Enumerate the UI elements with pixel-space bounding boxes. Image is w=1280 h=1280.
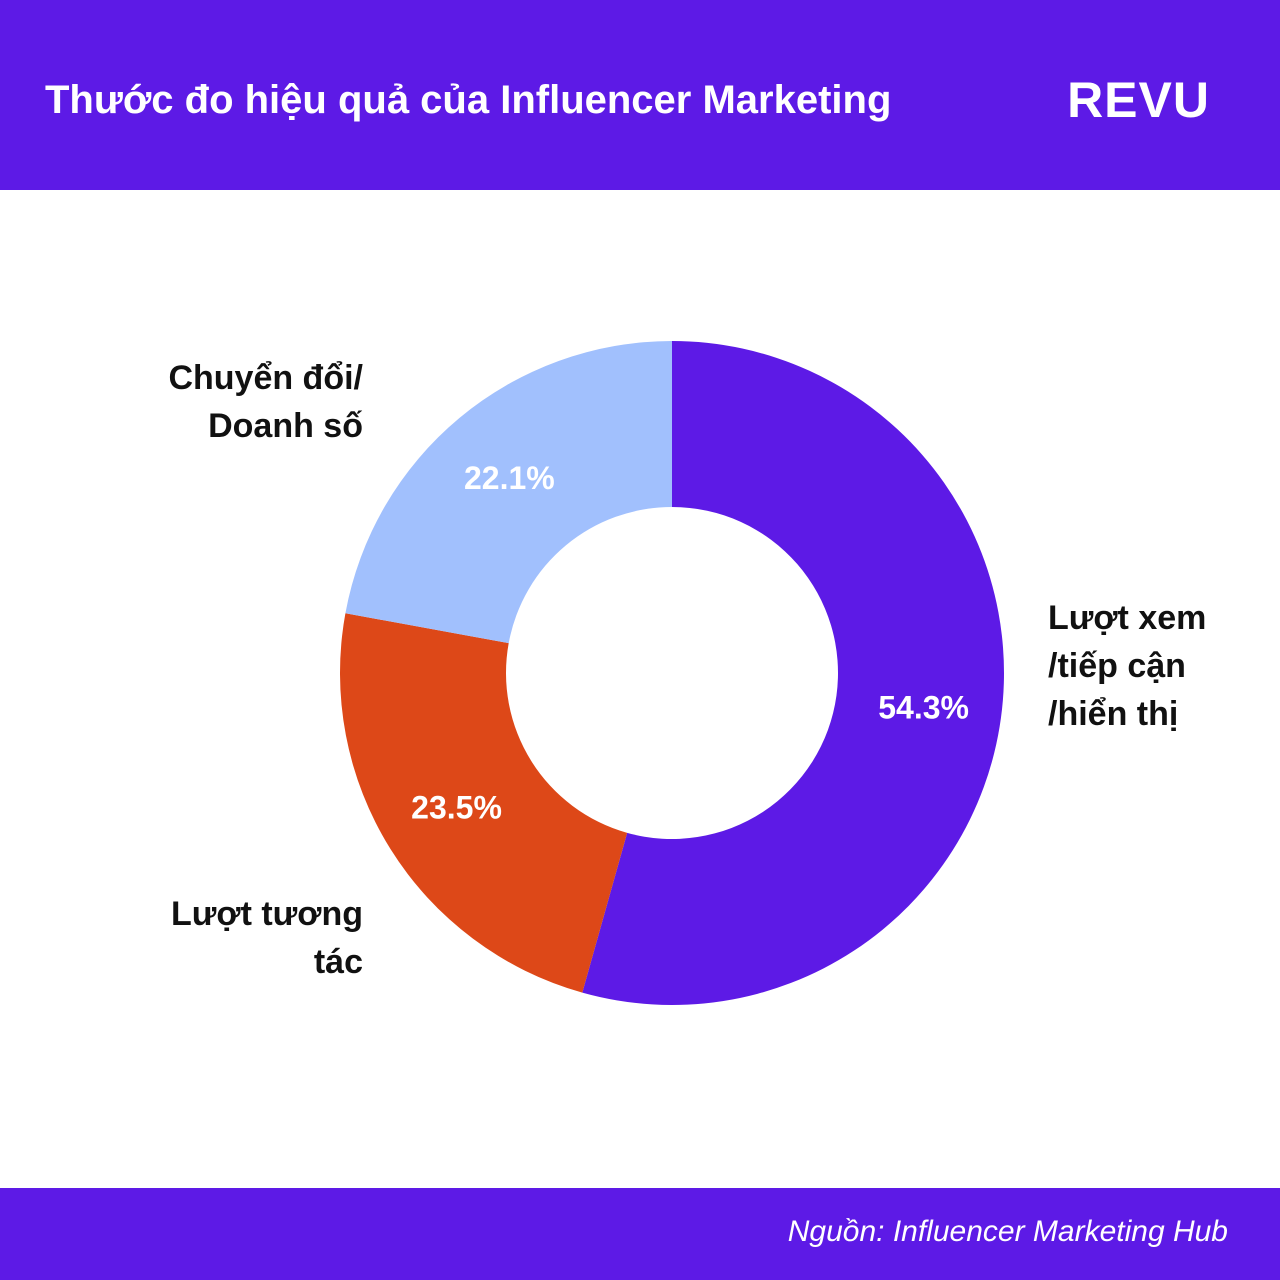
value-label-conversion: 22.1% <box>464 460 555 496</box>
category-label-engagement: Lượt tương tác <box>171 890 363 986</box>
slice-views <box>582 341 1005 1005</box>
footer-bar: Nguồn: Influencer Marketing Hub <box>0 1188 1280 1280</box>
category-label-line: Doanh số <box>208 407 363 445</box>
category-label-line: Lượt tương <box>171 895 363 933</box>
category-label-views: Lượt xem /tiếp cận /hiển thị <box>1048 594 1206 738</box>
source-note: Nguồn: Influencer Marketing Hub <box>787 1215 1228 1248</box>
category-label-line: Chuyển đổi/ <box>168 359 363 397</box>
category-label-line: tác <box>313 943 363 981</box>
value-label-engagement: 23.5% <box>411 790 502 826</box>
category-label-line: /tiếp cận <box>1048 647 1186 685</box>
category-label-line: /hiển thị <box>1048 695 1179 733</box>
value-label-views: 54.3% <box>878 690 969 726</box>
header-bar: Thước đo hiệu quả của Influencer Marketi… <box>0 0 1280 190</box>
slice-engagement <box>339 613 628 993</box>
slice-conversion <box>345 341 672 644</box>
brand-logo: REVU <box>1067 72 1210 128</box>
category-label-conversion: Chuyển đổi/ Doanh số <box>168 354 363 450</box>
page-title: Thước đo hiệu quả của Influencer Marketi… <box>45 78 892 122</box>
category-label-line: Lượt xem <box>1048 599 1207 637</box>
